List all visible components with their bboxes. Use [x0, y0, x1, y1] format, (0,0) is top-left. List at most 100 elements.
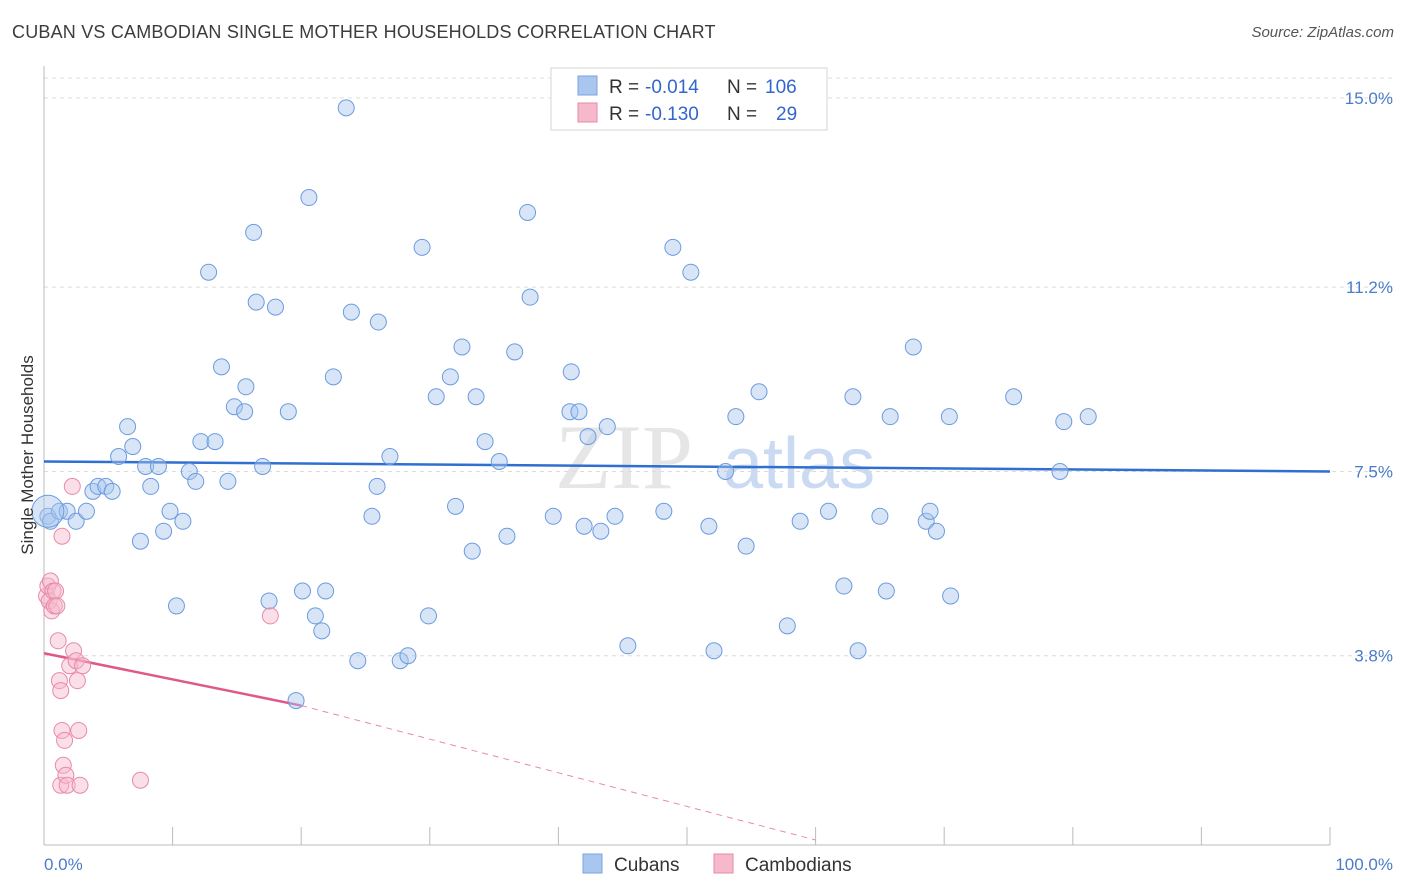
cuban-point-82: [717, 462, 735, 480]
cambodian-trend-line: [43, 652, 302, 707]
cuban-point-63: [498, 527, 516, 545]
cambodian-point-28: [261, 607, 279, 625]
y-tick-label-1: 7.5%: [1354, 462, 1393, 481]
cuban-point-25: [206, 433, 224, 451]
cuban-point-98: [927, 522, 945, 540]
cuban-point-45: [342, 303, 360, 321]
cuban-point-76: [619, 637, 637, 655]
cuban-point-74: [598, 418, 616, 436]
cuban-point-103: [1055, 413, 1073, 431]
cuban-point-75: [606, 507, 624, 525]
cuban-point-49: [369, 313, 387, 331]
cuban-point-92: [871, 507, 889, 525]
cuban-point-30: [237, 378, 255, 396]
legend-r-value-cubans: -0.014: [645, 77, 699, 98]
cuban-point-20: [174, 512, 192, 530]
cuban-point-14: [137, 457, 155, 475]
tick-labels: 3.8% 7.5% 11.2% 15.0% 0.0% 100.0%: [44, 89, 1393, 874]
cuban-point-48: [368, 477, 386, 495]
cuban-point-81: [705, 642, 723, 660]
cuban-point-35: [266, 298, 284, 316]
cuban-point-56: [441, 368, 459, 386]
y-axis-label: Single Mother Households: [18, 355, 37, 554]
cuban-point-65: [519, 203, 537, 221]
cambodian-point-27: [131, 771, 149, 789]
cuban-point-16: [149, 457, 167, 475]
cuban-point-39: [300, 189, 318, 207]
cambodian-point-4: [43, 602, 61, 620]
cuban-cluster-point: [31, 494, 65, 528]
cuban-point-64: [506, 343, 524, 361]
gridlines: [44, 77, 1392, 657]
cuban-point-61: [476, 433, 494, 451]
cambodian-point-3: [41, 572, 59, 590]
bottom-legend-swatch-cubans: [582, 853, 603, 874]
cambodian-point-8: [48, 597, 66, 615]
legend-r-label-cubans: R =: [609, 77, 639, 98]
cuban-point-15: [142, 477, 160, 495]
cuban-point-59: [463, 542, 481, 560]
legend-swatch-cambodians: [577, 102, 598, 123]
cuban-point-90: [844, 388, 862, 406]
cuban-point-93: [877, 582, 895, 600]
cambodian-point-12: [52, 776, 70, 794]
y-tick-label-2: 11.2%: [1346, 278, 1393, 297]
source-label: Source: ZipAtlas.com: [1251, 24, 1394, 41]
cuban-point-33: [254, 457, 272, 475]
cuban-point-9: [103, 482, 121, 500]
cambodian-point-23: [68, 672, 86, 690]
cuban-point-22: [187, 472, 205, 490]
cuban-point-5: [77, 502, 95, 520]
cuban-point-86: [778, 617, 796, 635]
y-tick-label-3: 15.0%: [1345, 89, 1393, 108]
legend-n-value-cubans: 106: [765, 77, 797, 98]
cuban-point-26: [212, 358, 230, 376]
cambodian-point-13: [53, 721, 71, 739]
legend-swatch-cubans: [577, 75, 598, 96]
cuban-point-84: [737, 537, 755, 555]
cuban-point-4: [67, 512, 85, 530]
cuban-point-18: [161, 502, 179, 520]
cuban-point-23: [192, 433, 210, 451]
cuban-point-43: [324, 368, 342, 386]
cuban-point-24: [200, 263, 218, 281]
cuban-point-72: [579, 428, 597, 446]
cuban-point-47: [363, 507, 381, 525]
cuban-point-54: [420, 607, 438, 625]
legend-r-value-cambodians: -0.130: [645, 104, 699, 125]
bottom-legend-label-cubans: Cubans: [614, 855, 680, 876]
cuban-point-34: [260, 592, 278, 610]
trend-lines: [43, 460, 1331, 841]
cuban-point-37: [287, 692, 305, 710]
cuban-point-12: [124, 438, 142, 456]
cuban-point-102: [1051, 462, 1069, 480]
cuban-point-97: [921, 502, 939, 520]
cuban-point-50: [381, 448, 399, 466]
x-tick-label-max: 100.0%: [1335, 855, 1393, 874]
cuban-point-17: [155, 522, 173, 540]
cuban-point-77: [655, 502, 673, 520]
cuban-point-38: [293, 582, 311, 600]
cambodian-point-25: [71, 776, 89, 794]
cambodian-point-15: [56, 731, 74, 749]
watermark-atlas: atlas: [723, 424, 875, 504]
cambodian-point-24: [70, 721, 88, 739]
cuban-point-70: [570, 403, 588, 421]
cuban-point-21: [180, 462, 198, 480]
cuban-point-80: [700, 517, 718, 535]
cuban-point-32: [247, 293, 265, 311]
cuban-point-6: [84, 482, 102, 500]
cambodian-point-17: [58, 776, 76, 794]
cuban-point-27: [219, 472, 237, 490]
cuban-point-40: [306, 607, 324, 625]
cuban-point-78: [664, 238, 682, 256]
cuban-point-41: [313, 622, 331, 640]
cambodian-point-18: [63, 477, 81, 495]
cuban-point-57: [447, 497, 465, 515]
cuban-point-101: [1005, 388, 1023, 406]
cuban-point-89: [835, 577, 853, 595]
cuban-point-55: [427, 388, 445, 406]
data-points: [31, 99, 1097, 794]
cambodian-point-9: [49, 632, 67, 650]
